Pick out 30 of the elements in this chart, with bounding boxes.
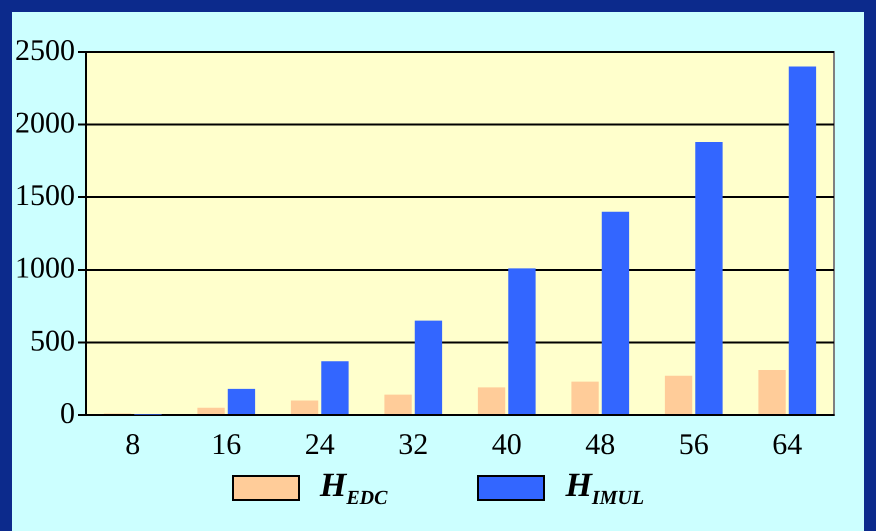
x-tick-label: 16 (211, 428, 242, 461)
x-tick-label: 56 (678, 428, 709, 461)
legend-label: H$_{IMUL}$ (565, 467, 644, 510)
y-tick-label: 500 (30, 324, 75, 358)
y-tick-label: 1000 (15, 252, 75, 285)
y-tick-label: 2500 (15, 34, 75, 67)
bar (197, 408, 225, 414)
bar (695, 142, 723, 414)
y-tick-label: 1500 (15, 179, 75, 212)
x-tick-label: 24 (304, 428, 335, 461)
bar (414, 320, 442, 414)
x-tick-label: 64 (772, 428, 802, 461)
x-tick-label: 32 (398, 428, 428, 461)
bar (664, 376, 692, 414)
x-tick-label: 8 (125, 428, 140, 461)
bar (602, 212, 630, 414)
bar (788, 66, 816, 414)
y-tick-label: 2000 (15, 106, 75, 140)
bar (384, 394, 412, 414)
bar (571, 382, 599, 414)
bar (321, 361, 349, 414)
bar (508, 268, 536, 414)
bar (290, 400, 318, 414)
x-tick-label: 48 (585, 428, 616, 461)
x-tick-label: 40 (492, 428, 522, 461)
bar (228, 388, 256, 414)
bar (478, 387, 506, 414)
bar (758, 370, 786, 414)
y-tick-label: 0 (60, 396, 75, 430)
legend-label: H$_{EDC}$ (320, 467, 388, 510)
